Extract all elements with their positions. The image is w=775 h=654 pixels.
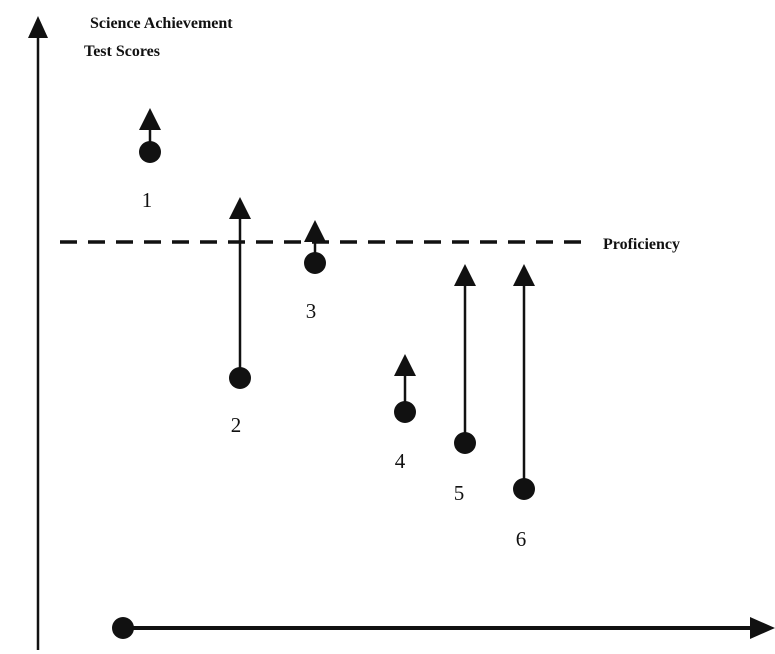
score-dot bbox=[454, 432, 476, 454]
axis-label: Test Scores bbox=[84, 43, 160, 60]
student-label: 1 bbox=[142, 188, 153, 212]
score-dot bbox=[513, 478, 535, 500]
student-label: 3 bbox=[306, 299, 317, 323]
student-label: 5 bbox=[454, 481, 465, 505]
arrow-head bbox=[454, 264, 476, 286]
students: 1 2 3 4 5 6 bbox=[139, 108, 535, 551]
score-dot bbox=[304, 252, 326, 274]
student-label: 6 bbox=[516, 527, 527, 551]
arrow-head bbox=[139, 108, 161, 130]
score-dot bbox=[229, 367, 251, 389]
arrow-head bbox=[394, 354, 416, 376]
x-axis-arrow bbox=[750, 617, 775, 639]
arrow-head bbox=[304, 220, 326, 242]
arrow-head bbox=[229, 197, 251, 219]
score-dot bbox=[139, 141, 161, 163]
student-label: 2 bbox=[231, 413, 242, 437]
student-label: 4 bbox=[395, 449, 406, 473]
axis-label: Science Achievement bbox=[90, 15, 233, 32]
score-dot bbox=[394, 401, 416, 423]
y-axis-arrow bbox=[28, 16, 48, 38]
proficiency-label: Proficiency bbox=[603, 236, 680, 253]
arrow-head bbox=[513, 264, 535, 286]
